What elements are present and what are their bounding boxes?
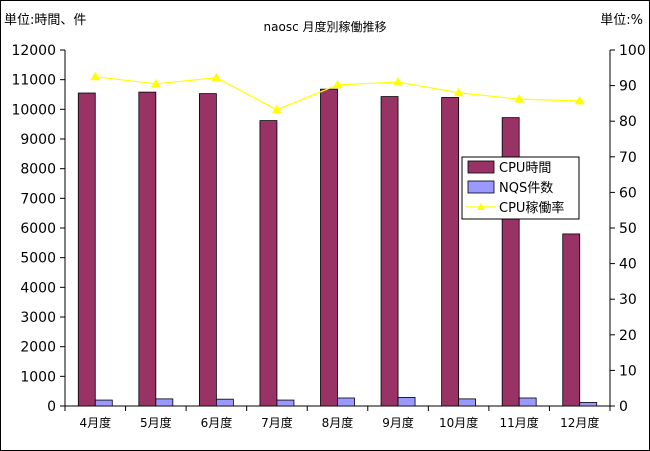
right-tick-label: 50 xyxy=(619,221,637,237)
left-tick-label: 6000 xyxy=(20,221,56,237)
left-tick-label: 0 xyxy=(47,399,56,415)
cpu-rate-point xyxy=(332,79,343,89)
bar-cpu-time xyxy=(77,92,96,407)
left-tick-label: 7000 xyxy=(20,191,56,207)
bar-nqs-count xyxy=(276,399,295,407)
chart-title: naosc 月度別稼働推移 xyxy=(263,20,387,34)
legend-swatch xyxy=(467,160,495,174)
left-tick-label: 10000 xyxy=(11,102,56,118)
x-tick-label: 7月度 xyxy=(261,415,293,430)
cpu-rate-point xyxy=(514,94,525,103)
cpu-rate-point xyxy=(90,71,101,81)
bar-nqs-count xyxy=(155,398,174,407)
bar-cpu-time xyxy=(562,233,581,407)
left-tick-label: 11000 xyxy=(11,73,56,89)
bar-cpu-time xyxy=(320,88,338,407)
x-tick-label: 9月度 xyxy=(382,415,414,430)
left-unit-label: 単位:時間、件 xyxy=(4,13,87,28)
left-tick-label: 5000 xyxy=(20,251,56,267)
right-tick-label: 100 xyxy=(619,43,646,59)
cpu-rate-point xyxy=(393,77,403,86)
legend-marker xyxy=(477,203,485,210)
left-tick-label: 1000 xyxy=(20,369,56,385)
legend-label: CPU時間 xyxy=(499,161,551,176)
cpu-rate-point xyxy=(211,72,222,82)
legend-label: NQS件数 xyxy=(499,181,553,196)
right-tick-label: 80 xyxy=(619,114,637,130)
legend-swatch xyxy=(467,180,495,194)
cpu-rate-point xyxy=(150,78,161,88)
bar-cpu-time xyxy=(138,91,157,407)
right-tick-label: 40 xyxy=(619,257,637,273)
right-tick-label: 70 xyxy=(619,150,637,166)
bar-nqs-count xyxy=(579,402,598,407)
bar-cpu-time xyxy=(380,96,399,407)
bar-cpu-time xyxy=(198,93,217,407)
right-unit-label: 単位:% xyxy=(600,13,643,28)
bar-nqs-count xyxy=(397,396,416,407)
right-tick-label: 0 xyxy=(619,399,628,415)
x-tick-label: 12月度 xyxy=(560,415,599,430)
bar-nqs-count xyxy=(518,397,537,407)
bar-nqs-count xyxy=(215,398,234,407)
x-tick-label: 6月度 xyxy=(201,415,233,430)
bar-nqs-count xyxy=(337,397,355,407)
left-tick-label: 8000 xyxy=(20,162,56,178)
bar-nqs-count xyxy=(94,399,113,407)
left-tick-label: 2000 xyxy=(20,340,56,356)
right-tick-label: 10 xyxy=(619,363,637,379)
cpu-rate-point xyxy=(272,104,282,114)
x-tick-label: 10月度 xyxy=(439,415,478,430)
left-tick-label: 4000 xyxy=(20,280,56,296)
bar-nqs-count xyxy=(458,398,477,407)
left-tick-label: 9000 xyxy=(20,132,56,148)
right-tick-label: 60 xyxy=(619,185,637,201)
cpu-rate-point xyxy=(574,95,585,105)
right-tick-label: 90 xyxy=(619,79,637,95)
legend-label: CPU稼働率 xyxy=(499,200,564,216)
bar-cpu-time xyxy=(259,120,278,407)
left-tick-label: 3000 xyxy=(20,310,56,326)
right-tick-label: 20 xyxy=(619,328,637,344)
cpu-rate-point xyxy=(453,87,464,97)
bar-cpu-time xyxy=(441,97,460,407)
x-tick-label: 11月度 xyxy=(500,415,539,430)
x-tick-label: 5月度 xyxy=(140,415,172,430)
x-tick-label: 4月度 xyxy=(79,415,111,430)
x-tick-label: 8月度 xyxy=(322,415,354,430)
left-tick-label: 12000 xyxy=(11,43,56,59)
right-tick-label: 30 xyxy=(619,292,637,308)
